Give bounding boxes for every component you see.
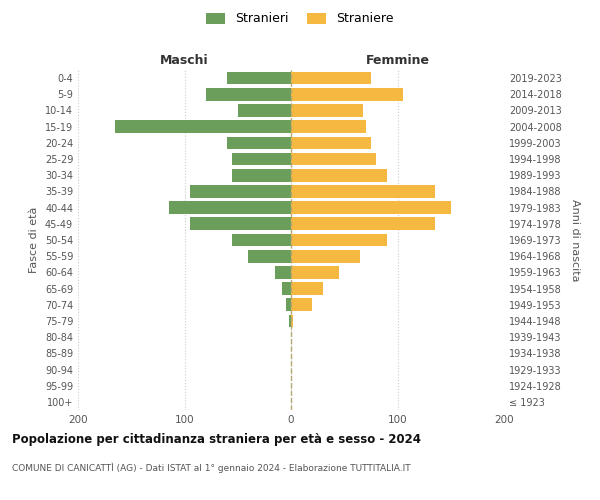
Bar xyxy=(227,136,291,149)
Text: Femmine: Femmine xyxy=(365,54,430,67)
Bar xyxy=(291,250,360,262)
Bar xyxy=(291,314,293,328)
Bar xyxy=(291,202,451,214)
Bar xyxy=(248,250,291,262)
Bar xyxy=(291,136,371,149)
Bar xyxy=(275,266,291,278)
Bar xyxy=(291,234,387,246)
Bar xyxy=(115,120,291,133)
Text: Popolazione per cittadinanza straniera per età e sesso - 2024: Popolazione per cittadinanza straniera p… xyxy=(12,432,421,446)
Bar xyxy=(169,202,291,214)
Text: COMUNE DI CANICATTÌ (AG) - Dati ISTAT al 1° gennaio 2024 - Elaborazione TUTTITAL: COMUNE DI CANICATTÌ (AG) - Dati ISTAT al… xyxy=(12,462,410,473)
Y-axis label: Fasce di età: Fasce di età xyxy=(29,207,39,273)
Y-axis label: Anni di nascita: Anni di nascita xyxy=(570,198,580,281)
Bar xyxy=(238,104,291,117)
Bar xyxy=(291,152,376,166)
Bar xyxy=(232,152,291,166)
Bar xyxy=(291,185,435,198)
Bar xyxy=(283,282,291,295)
Bar xyxy=(291,88,403,101)
Text: Maschi: Maschi xyxy=(160,54,209,67)
Bar xyxy=(206,88,291,101)
Bar xyxy=(291,282,323,295)
Bar xyxy=(232,169,291,181)
Bar xyxy=(190,185,291,198)
Bar xyxy=(286,298,291,311)
Bar xyxy=(291,104,364,117)
Bar xyxy=(190,218,291,230)
Bar xyxy=(291,298,313,311)
Legend: Stranieri, Straniere: Stranieri, Straniere xyxy=(203,8,397,29)
Bar xyxy=(232,234,291,246)
Bar xyxy=(291,169,387,181)
Bar xyxy=(291,218,435,230)
Bar xyxy=(291,72,371,85)
Bar xyxy=(289,314,291,328)
Bar xyxy=(227,72,291,85)
Bar xyxy=(291,120,365,133)
Bar xyxy=(291,266,339,278)
